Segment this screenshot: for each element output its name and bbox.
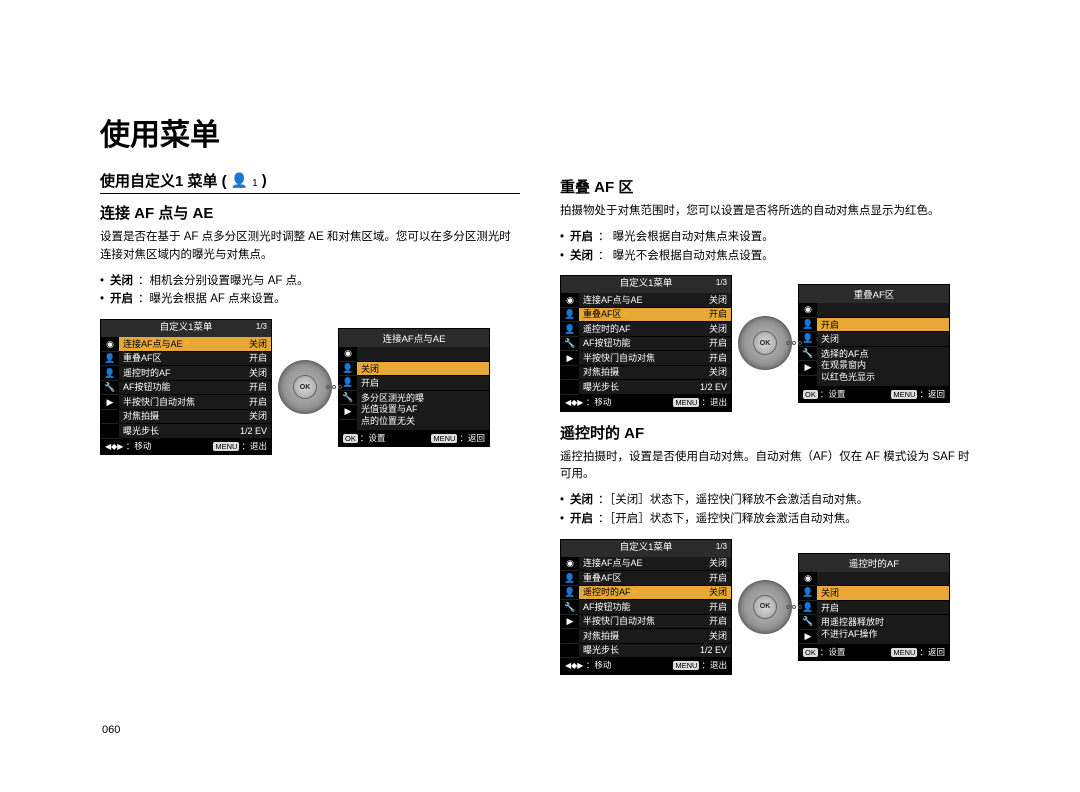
menu-row: 半按快门自动对焦开启: [119, 395, 271, 410]
dial-control: OK: [278, 360, 332, 414]
menu-row: 重叠AF区▶开启: [579, 308, 731, 323]
menu-row: 遥控时的AF▶关闭: [579, 586, 731, 601]
menu-row: 对焦拍摄关闭: [579, 366, 731, 381]
left-column: 使用自定义1 菜单 ( 👤 1 ) 连接 AF 点与 AE 设置是否在基于 AF …: [100, 170, 520, 685]
submenu-screen: 连接AF点与AE ◉👤👤🔧▶ 关闭 开启 多分区测光的曝 光值设置与AF: [338, 328, 490, 447]
bullet: •关闭：相机会分别设置曝光与 AF 点。: [100, 273, 520, 291]
menu-row: 重叠AF区开启: [119, 352, 271, 367]
menu-row: 连接AF点与AE关闭: [579, 293, 731, 308]
menu-row: 遥控时的AF关闭: [119, 366, 271, 381]
menu-row: 半按快门自动对焦开启: [579, 615, 731, 630]
r2-desc: 遥控拍摄时，设置是否使用自动对焦。自动对焦（AF）仅在 AF 模式设为 SAF …: [560, 449, 980, 485]
menu-row: 曝光步长1/2 EV: [579, 380, 731, 395]
person2-icon: 👤: [101, 366, 119, 381]
icon-sub: 1: [252, 178, 258, 189]
page-number: 060: [102, 724, 120, 736]
bullet: •关闭： 曝光不会根据自动对焦点设置。: [560, 248, 980, 266]
menu-row: 半按快门自动对焦开启: [579, 351, 731, 366]
menu-row: 对焦拍摄关闭: [579, 629, 731, 644]
menu-row: 重叠AF区开启: [579, 571, 731, 586]
menu-row: 曝光步长1/2 EV: [119, 424, 271, 439]
menu-row: 遥控时的AF关闭: [579, 322, 731, 337]
submenu-screen: 遥控时的AF ◉👤👤🔧▶ 关闭 开启 用遥控器释放时 不进行AF操作: [798, 553, 950, 662]
menu-row: 连接AF点与AE▶关闭: [119, 337, 271, 352]
menu-row: AF按钮功能开启: [119, 381, 271, 396]
menu-row: AF按钮功能开启: [579, 600, 731, 615]
menu-row: 对焦拍摄关闭: [119, 410, 271, 425]
page-title: 使用菜单: [100, 110, 980, 154]
section-title-left: 使用自定义1 菜单 (: [100, 170, 227, 191]
bullet: •开启：曝光会根据 AF 点来设置。: [100, 291, 520, 309]
menu-screen-custom1-r2: 自定义1菜单1/3 ◉👤👤🔧▶ 连接AF点与AE关闭重叠AF区开启遥控时的AF▶…: [560, 539, 732, 675]
r1-desc: 拍摄物处于对焦范围时，您可以设置是否将所选的自动对焦点显示为红色。: [560, 203, 980, 221]
person1-icon: 👤: [101, 352, 119, 367]
person-icon: 👤: [231, 172, 248, 189]
bullet: •开启： 曝光会根据自动对焦点来设置。: [560, 229, 980, 247]
r1-title: 重叠 AF 区: [560, 176, 980, 197]
menu-screen-custom1: 自定义1菜单1/3 ◉ 👤 👤 🔧 ▶ 连接AF点与AE▶关闭重叠AF区开启遥控…: [100, 319, 272, 455]
r2-title: 遥控时的 AF: [560, 422, 980, 443]
dial-control: OK: [738, 316, 792, 370]
play-icon: ▶: [101, 395, 119, 410]
submenu-screen: 重叠AF区 ◉👤👤🔧▶ 开启 关闭 选择的AF点 在观景窗内 以红色光显示: [798, 284, 950, 403]
bullet: •开启：［开启］状态下，遥控快门释放会激活自动对焦。: [560, 511, 980, 529]
menu-screen-custom1-r1: 自定义1菜单1/3 ◉👤👤🔧▶ 连接AF点与AE关闭重叠AF区▶开启遥控时的AF…: [560, 275, 732, 411]
menu-row: 曝光步长1/2 EV: [579, 644, 731, 659]
camera-icon: ◉: [101, 337, 119, 352]
menu-row: 连接AF点与AE关闭: [579, 557, 731, 572]
right-column: 重叠 AF 区 拍摄物处于对焦范围时，您可以设置是否将所选的自动对焦点显示为红色…: [560, 170, 980, 685]
dial-control: OK: [738, 580, 792, 634]
section-title-suffix: ): [262, 172, 267, 189]
bullet: •关闭：［关闭］状态下，遥控快门释放不会激活自动对焦。: [560, 492, 980, 510]
sub1-desc: 设置是否在基于 AF 点多分区测光时调整 AE 和对焦区域。您可以在多分区测光时…: [100, 229, 520, 265]
wrench-icon: 🔧: [101, 381, 119, 396]
sub1-title: 连接 AF 点与 AE: [100, 202, 520, 223]
menu-row: AF按钮功能开启: [579, 337, 731, 352]
